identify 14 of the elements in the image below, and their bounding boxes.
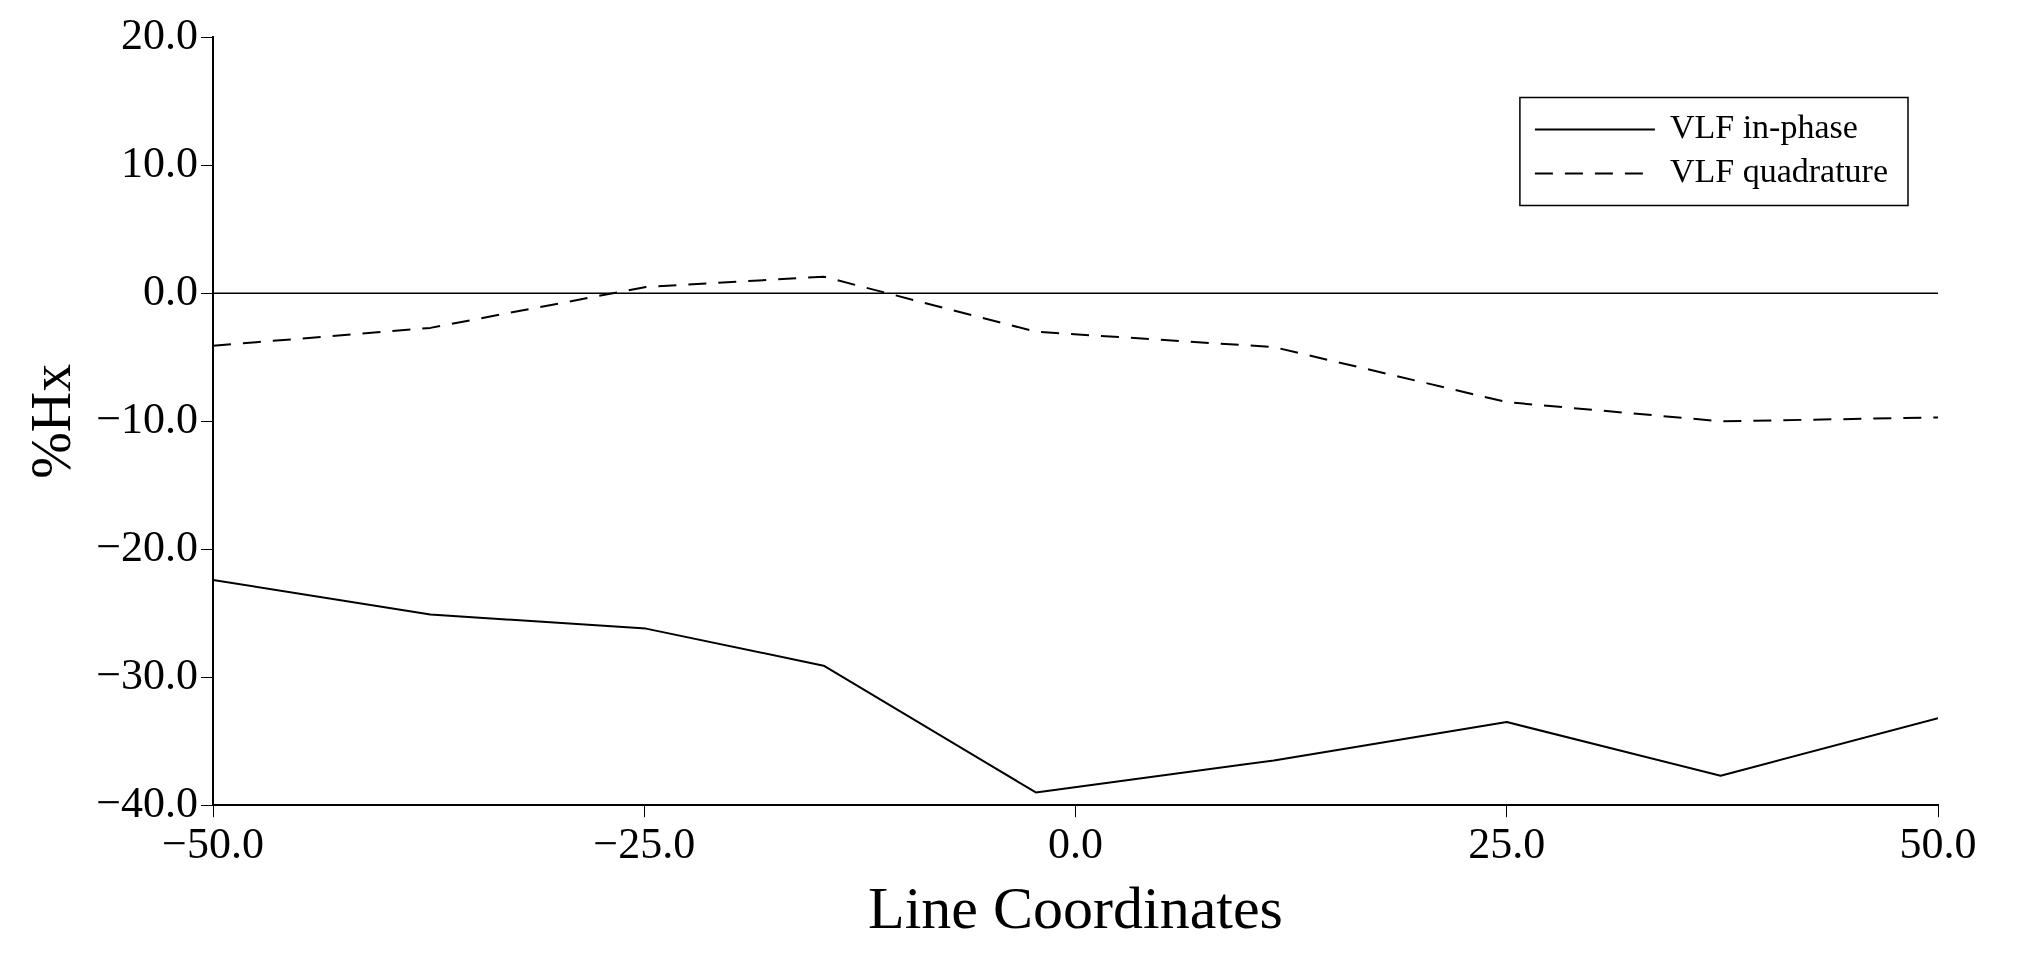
- y-tick-label: 10.0: [121, 137, 199, 187]
- y-tick-label: −10.0: [96, 393, 199, 443]
- legend-label: VLF quadrature: [1669, 152, 1889, 190]
- x-tick-label: 25.0: [1468, 819, 1546, 869]
- y-tick-label: −20.0: [96, 521, 199, 571]
- x-tick-label: −25.0: [593, 819, 696, 869]
- y-tick-label: −30.0: [96, 649, 199, 699]
- x-tick-label: 50.0: [1899, 819, 1977, 869]
- y-tick-label: 20.0: [121, 9, 199, 59]
- y-axis-title: %Hx: [20, 363, 83, 479]
- x-tick-label: 0.0: [1048, 819, 1104, 869]
- x-axis-title: Line Coordinates: [868, 874, 1283, 941]
- y-tick-label: 0.0: [143, 265, 199, 315]
- legend-label: VLF in-phase: [1669, 108, 1858, 146]
